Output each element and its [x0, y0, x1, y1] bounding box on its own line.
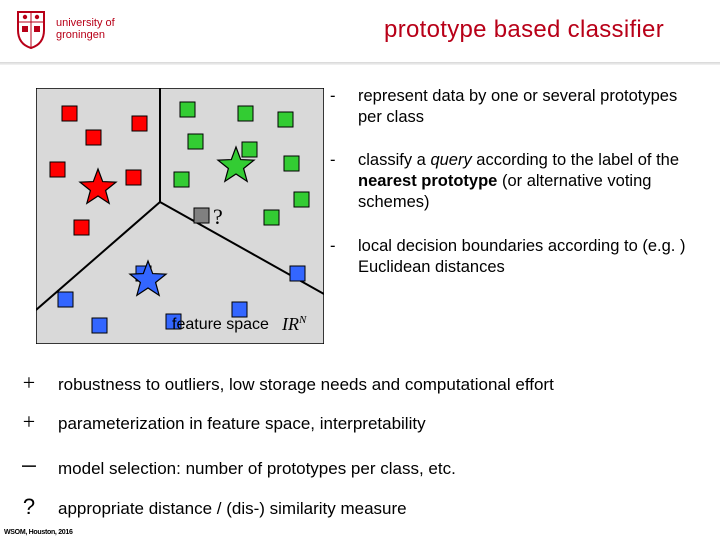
bullet-list: - represent data by one or several proto… — [344, 86, 704, 300]
slide-header: university of groningen prototype based … — [0, 0, 720, 60]
row-text: appropriate distance / (dis-) similarity… — [58, 499, 407, 519]
row-symbol: ? — [18, 496, 40, 518]
diagram-label: feature space — [172, 316, 269, 334]
rn-notation: IRN — [282, 314, 306, 335]
bullet-item-2: - local decision boundaries according to… — [344, 236, 704, 278]
crest-icon — [14, 10, 48, 50]
logo-line2: groningen — [56, 30, 115, 42]
bullet-item-1: - classify a query according to the labe… — [344, 150, 704, 213]
slide-footer: WSOM, Houston, 2016 — [4, 529, 73, 536]
slide-title: prototype based classifier — [384, 16, 664, 44]
row-symbol: − — [18, 452, 40, 482]
diagram-svg: ? — [36, 88, 324, 344]
row-text: model selection: number of prototypes pe… — [58, 459, 456, 479]
university-logo: university of groningen — [14, 10, 115, 50]
row-item-2: −model selection: number of prototypes p… — [18, 450, 708, 480]
row-item-0: + robustness to outliers, low storage nee… — [18, 372, 708, 395]
row-symbol: + — [18, 372, 40, 394]
row-text: parameterization in feature space, inter… — [58, 414, 426, 434]
slide-content: ? feature space IRN - represent data by … — [0, 70, 720, 500]
logo-text: university of groningen — [56, 18, 115, 41]
row-item-1: + parameterization in feature space, inte… — [18, 411, 708, 434]
pros-cons-list: + robustness to outliers, low storage nee… — [18, 372, 708, 535]
header-divider — [0, 62, 720, 65]
bullet-item-0: - represent data by one or several proto… — [344, 86, 704, 128]
row-text: robustness to outliers, low storage need… — [58, 375, 554, 395]
svg-text:?: ? — [213, 204, 223, 229]
row-item-3: ? appropriate distance / (dis-) similarit… — [18, 496, 708, 519]
feature-space-diagram: ? feature space IRN — [36, 88, 324, 344]
row-symbol: + — [18, 411, 40, 433]
